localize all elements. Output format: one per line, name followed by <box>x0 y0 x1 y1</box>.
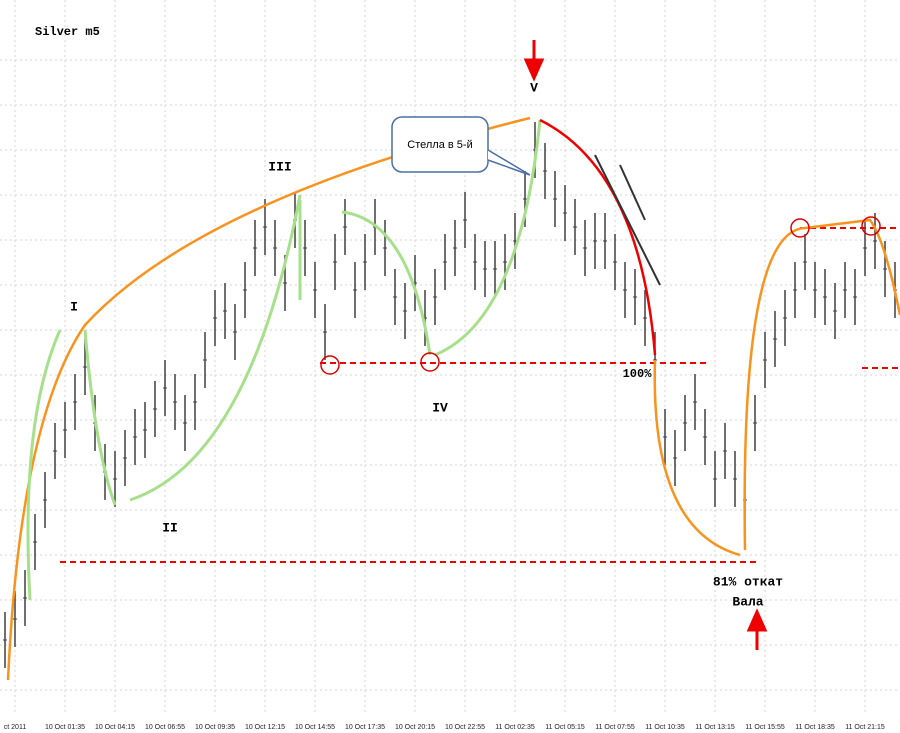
annotation: Стелла в 5-й <box>407 139 472 151</box>
down-arrow <box>523 40 545 82</box>
x-tick-label: 10 Oct 12:15 <box>245 724 285 731</box>
x-tick-label: ct 2011 <box>4 724 27 731</box>
x-tick-label: 10 Oct 09:35 <box>195 724 235 731</box>
annotation: III <box>268 159 291 174</box>
up-arrow <box>746 608 768 650</box>
x-tick-label: 11 Oct 18:35 <box>795 724 835 731</box>
wave-curve <box>539 118 657 356</box>
wave-curve <box>6 116 531 681</box>
x-tick-label: 10 Oct 01:35 <box>45 724 85 731</box>
annotation: IV <box>432 400 448 415</box>
wave-curve <box>434 119 542 357</box>
x-tick-label: 11 Oct 02:35 <box>495 724 535 731</box>
marker-circle <box>420 352 440 372</box>
h-grid <box>0 59 900 691</box>
x-tick-label: 10 Oct 06:55 <box>145 724 185 731</box>
annotation: V <box>530 80 538 95</box>
wave-curve <box>26 329 62 601</box>
trend-arrow <box>619 164 646 221</box>
wave-curve <box>341 210 432 356</box>
marker-circle <box>861 216 881 236</box>
wave-curve <box>129 194 302 502</box>
x-tick-label: 11 Oct 10:35 <box>645 724 685 731</box>
x-tick-label: 10 Oct 17:35 <box>345 724 385 731</box>
x-tick-label: 11 Oct 21:15 <box>845 724 885 731</box>
annotation: II <box>162 520 178 535</box>
wave-curve <box>83 329 117 506</box>
marker-circle <box>320 355 340 375</box>
trend-line <box>594 154 661 286</box>
chart-title: Silver m5 <box>35 25 100 39</box>
annotation: 81% откат <box>713 574 783 589</box>
x-tick-label: 10 Oct 22:55 <box>445 724 485 731</box>
x-tick-label: 11 Oct 15:55 <box>745 724 785 731</box>
marker-circle <box>790 218 810 238</box>
annotation: I <box>70 299 78 314</box>
x-tick-label: 10 Oct 04:15 <box>95 724 135 731</box>
callout-box <box>391 116 489 173</box>
wave-curve <box>743 218 900 551</box>
overlays <box>6 40 900 681</box>
bars <box>3 0 897 715</box>
x-tick-label: 11 Oct 13:15 <box>695 724 735 731</box>
x-tick-label: 11 Oct 05:15 <box>545 724 585 731</box>
annotation: Вала <box>732 594 763 609</box>
x-tick-label: 10 Oct 14:55 <box>295 724 335 731</box>
callout-pointer <box>487 149 531 176</box>
x-tick-label: 10 Oct 20:15 <box>395 724 435 731</box>
x-tick-label: 11 Oct 07:55 <box>595 724 635 731</box>
x-axis: ct 2011 10 Oct 01:35 10 Oct 04:15 10 Oct 06… <box>4 724 885 731</box>
annotation: 100% <box>623 367 653 381</box>
wave-curve <box>653 359 741 557</box>
